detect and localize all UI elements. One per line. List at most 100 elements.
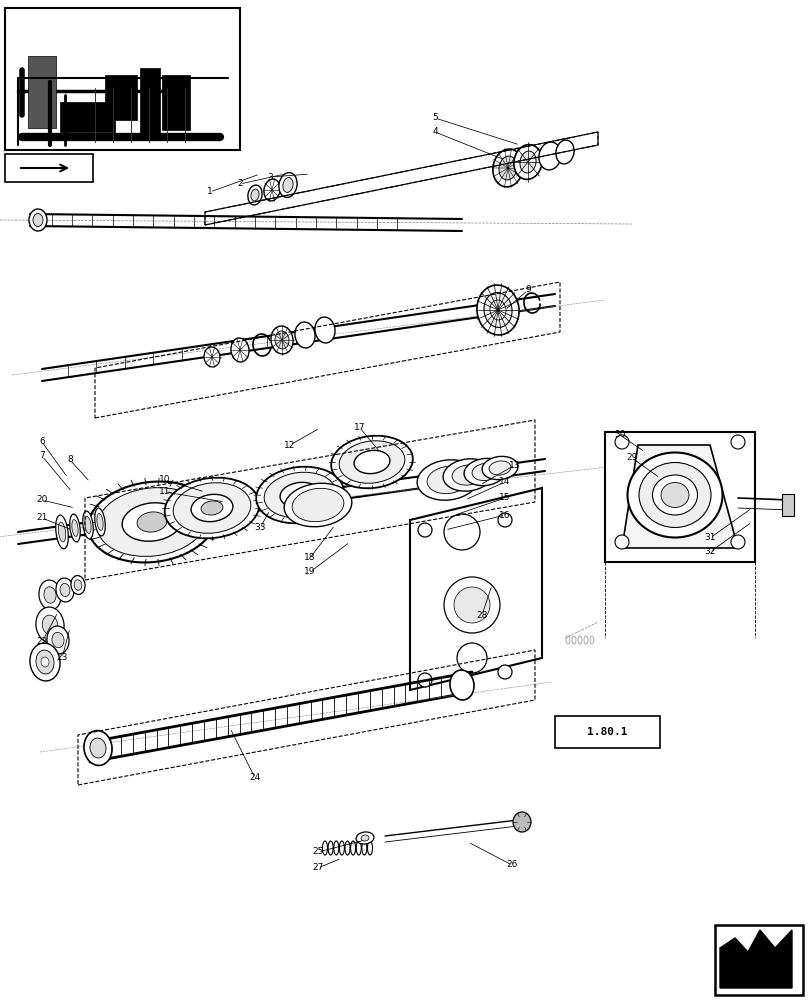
Ellipse shape (638, 462, 710, 528)
Ellipse shape (350, 841, 355, 855)
Ellipse shape (339, 841, 344, 855)
Ellipse shape (627, 452, 722, 538)
Ellipse shape (97, 514, 103, 530)
Ellipse shape (42, 615, 58, 635)
Ellipse shape (271, 326, 293, 354)
Ellipse shape (464, 458, 505, 486)
Ellipse shape (417, 460, 478, 500)
Text: 13: 13 (508, 460, 520, 470)
Ellipse shape (84, 731, 112, 765)
Ellipse shape (513, 145, 542, 179)
Ellipse shape (97, 488, 207, 556)
Ellipse shape (483, 293, 512, 327)
Text: 25: 25 (312, 847, 324, 856)
Text: 7: 7 (39, 451, 45, 460)
Bar (781, 494, 793, 516)
Ellipse shape (39, 580, 61, 610)
Ellipse shape (282, 178, 293, 192)
Ellipse shape (137, 512, 167, 532)
Ellipse shape (95, 508, 105, 536)
Ellipse shape (122, 503, 182, 541)
Text: 22: 22 (36, 638, 48, 646)
Ellipse shape (41, 657, 49, 667)
Circle shape (497, 665, 512, 679)
Text: 2: 2 (237, 180, 242, 188)
Ellipse shape (482, 456, 517, 480)
Ellipse shape (362, 841, 367, 855)
Ellipse shape (449, 670, 474, 700)
Text: 3: 3 (267, 172, 272, 182)
Ellipse shape (565, 636, 569, 644)
Text: 18: 18 (304, 553, 315, 562)
Text: 10: 10 (159, 475, 170, 484)
Text: 23: 23 (56, 654, 67, 662)
Ellipse shape (345, 841, 350, 855)
Text: 32: 32 (703, 547, 714, 556)
Text: 12: 12 (284, 440, 295, 450)
Bar (5, 8, 240, 150)
Ellipse shape (256, 467, 343, 523)
Ellipse shape (339, 441, 405, 483)
Ellipse shape (539, 142, 560, 170)
Ellipse shape (488, 461, 510, 475)
Text: 17: 17 (354, 424, 365, 432)
Text: 8: 8 (67, 455, 73, 464)
Text: 24: 24 (249, 773, 260, 782)
Ellipse shape (583, 636, 587, 644)
Text: 20: 20 (36, 495, 48, 504)
Text: 14: 14 (499, 478, 510, 487)
Ellipse shape (355, 832, 374, 844)
Text: 1.80.1: 1.80.1 (586, 727, 627, 737)
Bar (105, 75, 137, 120)
Ellipse shape (264, 472, 336, 518)
Circle shape (614, 535, 629, 549)
Ellipse shape (201, 501, 223, 515)
Ellipse shape (489, 300, 505, 320)
Ellipse shape (519, 151, 535, 173)
Ellipse shape (577, 636, 581, 644)
Ellipse shape (56, 578, 74, 602)
Bar (162, 75, 190, 130)
Text: 1: 1 (207, 188, 212, 196)
Text: 30: 30 (613, 430, 625, 439)
Text: 29: 29 (625, 454, 637, 462)
Text: 27: 27 (312, 863, 324, 872)
Text: 4: 4 (431, 127, 437, 136)
Text: 6: 6 (39, 438, 45, 446)
Ellipse shape (56, 515, 68, 549)
Text: 15: 15 (499, 493, 510, 502)
Polygon shape (410, 488, 541, 690)
Ellipse shape (333, 841, 338, 855)
Ellipse shape (36, 607, 64, 643)
Text: 21: 21 (36, 514, 48, 522)
Ellipse shape (70, 514, 80, 542)
Ellipse shape (71, 576, 85, 594)
Ellipse shape (275, 331, 289, 349)
Ellipse shape (71, 520, 78, 536)
Ellipse shape (251, 189, 259, 201)
Ellipse shape (354, 450, 389, 474)
Bar (554, 716, 659, 748)
Text: 5: 5 (431, 113, 437, 122)
Circle shape (444, 514, 479, 550)
Ellipse shape (498, 156, 517, 180)
Ellipse shape (590, 636, 594, 644)
Ellipse shape (204, 347, 220, 367)
Ellipse shape (52, 632, 64, 648)
Ellipse shape (443, 459, 492, 491)
Ellipse shape (33, 214, 43, 227)
Bar (5, 154, 93, 182)
Bar (60, 102, 115, 132)
Circle shape (453, 587, 489, 623)
Circle shape (730, 435, 744, 449)
Ellipse shape (356, 841, 361, 855)
Circle shape (418, 523, 431, 537)
Ellipse shape (278, 173, 297, 197)
Ellipse shape (44, 587, 56, 603)
Ellipse shape (60, 583, 70, 597)
Circle shape (730, 535, 744, 549)
Text: 33: 33 (254, 524, 265, 532)
Ellipse shape (284, 483, 351, 527)
Polygon shape (719, 930, 791, 988)
Ellipse shape (328, 841, 333, 855)
